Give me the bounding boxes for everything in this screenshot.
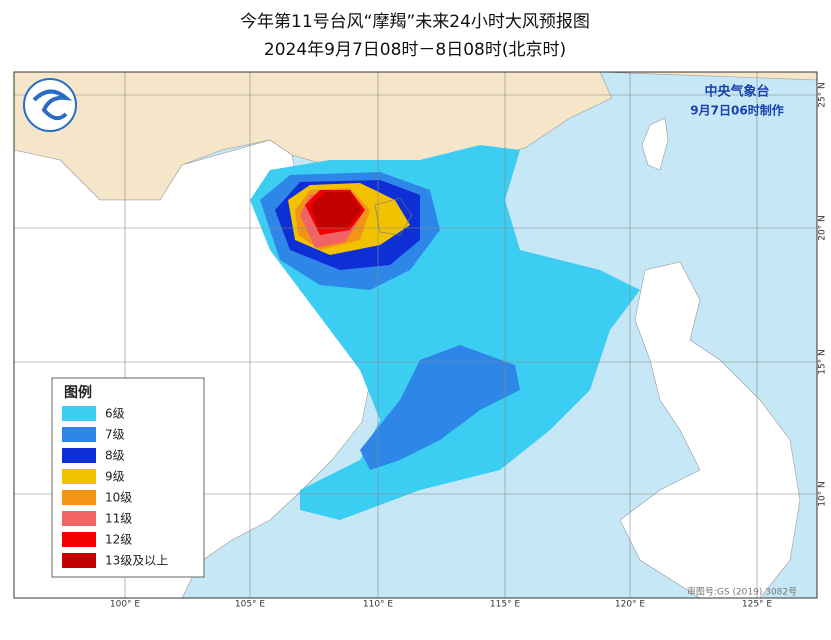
latitude-label: 15° N: [818, 349, 828, 375]
legend-label: 6级: [105, 407, 125, 421]
taiwan: [641, 117, 669, 171]
logo: [23, 78, 77, 132]
legend: 图例 6级 7级 8级 9级 10级 11级 12级 13级及以上: [51, 377, 205, 578]
legend-swatch: [62, 490, 96, 505]
map: [14, 72, 817, 598]
wind-13: [310, 192, 362, 228]
hainan: [374, 197, 413, 236]
latitude-label: 25° N: [818, 82, 828, 108]
map-number: 审图号:GS (2019) 3082号: [687, 586, 797, 598]
philippines: [619, 261, 801, 598]
title-line1: 今年第11号台风“摩羯”未来24小时大风预报图: [240, 12, 590, 32]
legend-label: 10级: [105, 491, 132, 505]
longitude-label: 125° E: [742, 600, 773, 610]
legend-label: 12级: [105, 533, 132, 547]
legend-label: 7级: [105, 428, 125, 442]
longitude-label: 120° E: [615, 600, 646, 610]
latitude-label: 20° N: [818, 215, 828, 241]
legend-swatch: [62, 532, 96, 547]
axis-labels: 100° E 105° E 110° E 115° E 120° E 125° E 25° …: [110, 82, 828, 609]
longitude-label: 115° E: [490, 600, 521, 610]
longitude-label: 110° E: [363, 600, 394, 610]
legend-swatch: [62, 469, 96, 484]
legend-swatch: [62, 427, 96, 442]
legend-label: 11级: [105, 512, 132, 526]
legend-swatch: [62, 448, 96, 463]
legend-label: 9级: [105, 470, 125, 484]
longitude-label: 105° E: [235, 600, 266, 610]
map-frame: [13, 71, 818, 599]
title-line2: 2024年9月7日08时－8日08时(北京时): [264, 40, 566, 60]
legend-swatch: [62, 406, 96, 421]
longitude-label: 100° E: [110, 600, 141, 610]
legend-label: 8级: [105, 449, 125, 463]
legend-title: 图例: [64, 384, 92, 401]
legend-swatch: [62, 553, 96, 568]
legend-swatch: [62, 511, 96, 526]
wind-7-south: [360, 345, 520, 470]
latitude-label: 10° N: [818, 481, 828, 507]
agency: 中央气象台: [704, 84, 769, 100]
issue-time: 9月7日06时制作: [690, 103, 783, 118]
legend-label: 13级及以上: [105, 554, 168, 568]
